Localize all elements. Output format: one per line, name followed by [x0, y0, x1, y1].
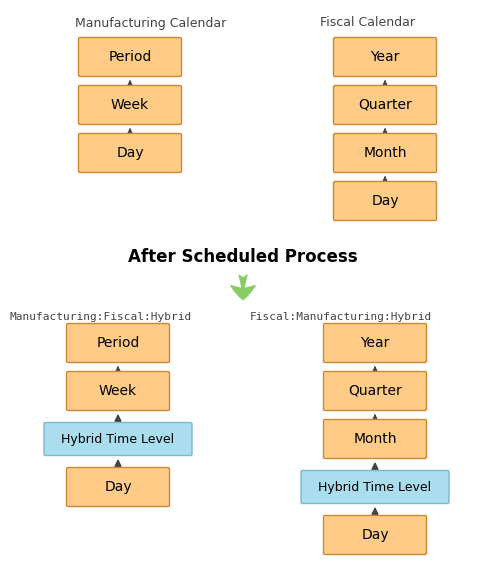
FancyBboxPatch shape — [323, 420, 427, 458]
Text: Month: Month — [363, 146, 407, 160]
FancyBboxPatch shape — [334, 86, 436, 125]
FancyBboxPatch shape — [334, 182, 436, 220]
Text: Hybrid Time Level: Hybrid Time Level — [61, 432, 174, 446]
Text: Month: Month — [353, 432, 397, 446]
FancyBboxPatch shape — [78, 133, 182, 172]
FancyBboxPatch shape — [67, 467, 169, 507]
FancyBboxPatch shape — [334, 37, 436, 76]
Text: Fiscal Calendar: Fiscal Calendar — [320, 17, 415, 29]
Text: Day: Day — [104, 480, 132, 494]
Text: Day: Day — [361, 528, 389, 542]
FancyBboxPatch shape — [78, 86, 182, 125]
FancyBboxPatch shape — [44, 423, 192, 455]
Text: Quarter: Quarter — [348, 384, 402, 398]
Text: After Scheduled Process: After Scheduled Process — [128, 248, 358, 266]
Text: Manufacturing Calendar: Manufacturing Calendar — [75, 17, 226, 29]
FancyBboxPatch shape — [78, 37, 182, 76]
FancyBboxPatch shape — [67, 371, 169, 411]
Text: Hybrid Time Level: Hybrid Time Level — [318, 481, 431, 493]
Text: Fiscal:Manufacturing:Hybrid: Fiscal:Manufacturing:Hybrid — [250, 312, 432, 322]
FancyBboxPatch shape — [67, 324, 169, 362]
Text: Period: Period — [96, 336, 140, 350]
Text: Period: Period — [108, 50, 151, 64]
FancyBboxPatch shape — [323, 516, 427, 554]
Text: Manufacturing:Fiscal:Hybrid: Manufacturing:Fiscal:Hybrid — [10, 312, 192, 322]
FancyBboxPatch shape — [323, 371, 427, 411]
Text: Year: Year — [370, 50, 400, 64]
FancyBboxPatch shape — [334, 133, 436, 172]
Text: Day: Day — [371, 194, 399, 208]
Text: Week: Week — [111, 98, 149, 112]
FancyBboxPatch shape — [323, 324, 427, 362]
Text: Week: Week — [99, 384, 137, 398]
Text: Day: Day — [116, 146, 144, 160]
Text: Quarter: Quarter — [358, 98, 412, 112]
Text: Year: Year — [360, 336, 390, 350]
FancyBboxPatch shape — [301, 470, 449, 504]
